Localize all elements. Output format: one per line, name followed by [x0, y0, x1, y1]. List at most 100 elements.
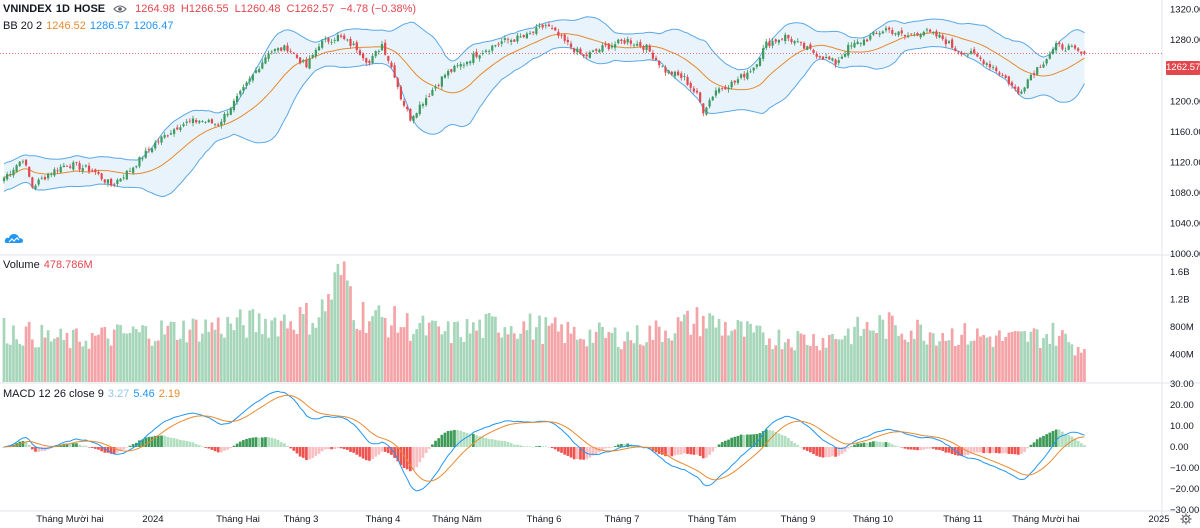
- macd-hist-bar: [361, 447, 365, 459]
- volume-bar: [1073, 355, 1077, 382]
- candle-body: [790, 39, 793, 43]
- time-axis-label: Tháng Tám: [688, 514, 736, 525]
- candle-body: [195, 119, 198, 123]
- candle-body: [28, 166, 31, 177]
- candle-body: [317, 46, 321, 51]
- volume-bar: [273, 317, 277, 382]
- macd-hist-bar: [535, 446, 538, 447]
- candle-body: [352, 43, 355, 45]
- volume-bar: [216, 317, 220, 382]
- candle-body: [730, 81, 733, 88]
- volume-bar: [134, 329, 138, 382]
- volume-legend[interactable]: Volume 478.786M: [3, 259, 93, 271]
- candle-body: [784, 34, 787, 42]
- candle-body: [831, 58, 834, 61]
- volume-bar: [865, 321, 869, 382]
- macd-hist-bar: [412, 447, 415, 471]
- candle-body: [906, 35, 910, 37]
- macd-hist-bar: [311, 447, 315, 458]
- candle-body: [166, 135, 169, 137]
- volume-bar: [638, 344, 642, 382]
- candle-body: [311, 54, 314, 58]
- candle-body: [913, 34, 916, 36]
- volume-bar: [607, 332, 611, 382]
- volume-bar: [87, 348, 91, 382]
- candle-body: [869, 35, 872, 40]
- macd-hist-bar: [276, 439, 280, 447]
- volume-bar: [128, 332, 132, 382]
- macd-signal-line: [3, 394, 1085, 482]
- eye-icon[interactable]: [113, 4, 127, 14]
- bb-upper-value: 1286.57: [89, 20, 130, 32]
- candle-body: [1036, 67, 1039, 75]
- macd-hist-bar: [122, 447, 126, 450]
- candle-body: [645, 44, 648, 50]
- volume-bar: [563, 343, 567, 382]
- macd-legend[interactable]: MACD 12 26 close 9 3.27 5.46 2.19: [3, 388, 180, 400]
- macd-hist-bar: [1051, 431, 1055, 447]
- candle-body: [828, 56, 831, 60]
- macd-hist-bar: [500, 440, 504, 447]
- macd-hist-bar: [355, 447, 359, 455]
- volume-bar: [1076, 347, 1080, 382]
- macd-hist-bar: [333, 447, 337, 450]
- volume-bar: [1083, 349, 1086, 382]
- interval-label[interactable]: 1D: [55, 3, 70, 15]
- macd-hist-bar: [837, 447, 841, 456]
- volume-axis-tick: 1.2B: [1170, 294, 1190, 305]
- candle-body: [954, 48, 957, 52]
- volume-bar: [676, 317, 680, 382]
- volume-bar: [925, 344, 929, 382]
- cloud-logo-icon[interactable]: [4, 232, 24, 246]
- macd-hist-bar: [484, 437, 488, 447]
- candle-body: [97, 171, 100, 174]
- volume-bar: [308, 334, 311, 382]
- macd-hist-bar: [242, 440, 245, 447]
- volume-bar: [34, 347, 37, 382]
- macd-hist-bar: [550, 447, 554, 449]
- settings-gear-icon[interactable]: [1180, 513, 1192, 525]
- volume-bar: [399, 327, 403, 382]
- candle-body: [421, 104, 425, 106]
- candle-body: [787, 35, 790, 39]
- volume-bar: [56, 337, 59, 382]
- macd-hist-bar: [679, 447, 683, 455]
- symbol-name[interactable]: VNINDEX: [3, 3, 52, 15]
- candle-body: [368, 60, 371, 63]
- macd-hist-bar: [207, 447, 211, 449]
- volume-bar: [569, 333, 573, 382]
- macd-hist-bar: [793, 443, 796, 447]
- volume-bar: [509, 326, 513, 382]
- macd-hist-bar: [468, 434, 472, 447]
- macd-hist-bar: [960, 447, 963, 457]
- volume-bar: [396, 332, 400, 382]
- volume-bar: [462, 341, 466, 382]
- candle-body: [680, 73, 683, 78]
- candle-body: [632, 44, 636, 46]
- bb-legend[interactable]: BB 20 2 1246.52 1286.57 1206.47: [3, 20, 173, 32]
- candle-body: [985, 63, 988, 65]
- volume-bar: [708, 313, 711, 382]
- candle-body: [147, 149, 150, 151]
- macd-hist-bar: [494, 439, 497, 447]
- candle-body: [69, 166, 72, 168]
- macd-axis-tick: 30.00: [1170, 379, 1194, 390]
- candle-body: [132, 167, 135, 173]
- macd-hist-bar: [827, 447, 831, 457]
- exchange-label: HOSE: [73, 3, 106, 15]
- volume-bar: [405, 313, 409, 382]
- volume-bar: [629, 340, 633, 382]
- price-axis-tick: 1160.00: [1170, 127, 1200, 138]
- volume-bar: [431, 320, 434, 382]
- macd-hist-bar: [651, 447, 655, 451]
- candle-body: [774, 39, 777, 42]
- candle-body: [491, 45, 494, 51]
- macd-hist-bar: [557, 447, 560, 452]
- macd-hist-bar: [994, 447, 998, 454]
- macd-hist-bar: [283, 443, 286, 447]
- volume-bar: [742, 336, 746, 382]
- volume-bar: [931, 333, 935, 382]
- candle-body: [81, 168, 84, 172]
